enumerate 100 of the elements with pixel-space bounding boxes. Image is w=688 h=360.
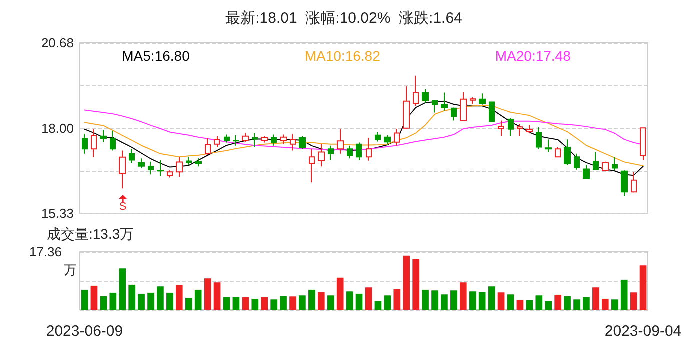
candlestick <box>366 137 372 162</box>
bar <box>460 282 467 310</box>
chart-title: 成交量:13.3万 <box>47 226 134 242</box>
bar <box>214 282 221 310</box>
x-tick-label: 2023-09-04 <box>604 323 682 340</box>
candlestick <box>384 134 391 145</box>
y-tick-label: 20.68 <box>41 36 74 50</box>
line-series <box>84 105 644 167</box>
bar <box>384 296 392 310</box>
bar <box>365 288 372 310</box>
annotation: S <box>119 201 127 213</box>
y-tick-label: 17.36 <box>29 244 62 260</box>
bar <box>441 294 448 310</box>
candlestick <box>508 118 514 137</box>
bar <box>488 286 496 310</box>
candlestick <box>422 89 429 104</box>
bar <box>602 298 609 310</box>
candlestick <box>176 156 183 178</box>
y-tick-label: 18.00 <box>41 120 74 136</box>
bar <box>545 301 552 310</box>
line-series <box>84 100 644 176</box>
bar <box>176 285 183 310</box>
candlestick <box>337 128 344 154</box>
candlestick <box>242 132 249 143</box>
bar <box>327 296 334 310</box>
bar <box>516 300 524 310</box>
candlestick <box>432 100 438 114</box>
candlestick <box>129 148 135 164</box>
candlestick <box>526 124 533 134</box>
candlestick <box>224 134 230 144</box>
bar <box>356 294 363 310</box>
bar <box>611 300 618 310</box>
bar <box>270 300 278 310</box>
bar <box>242 297 250 310</box>
candlestick <box>470 96 476 105</box>
bar <box>290 296 296 310</box>
bar <box>574 300 580 310</box>
candlestick <box>138 158 145 169</box>
candlestick <box>299 136 306 150</box>
bar <box>223 297 230 310</box>
candlestick <box>318 144 325 168</box>
bar <box>412 259 420 310</box>
x-tick-label: 2023-06-09 <box>46 323 124 340</box>
bar <box>119 268 126 310</box>
candlestick <box>564 139 571 166</box>
candlestick <box>157 160 164 177</box>
bar <box>138 294 145 310</box>
bar <box>157 286 164 310</box>
candlestick <box>621 170 628 196</box>
bar <box>185 298 192 310</box>
candlestick <box>82 134 88 154</box>
candlestick <box>460 92 467 122</box>
bar <box>128 284 136 310</box>
bar <box>620 280 628 310</box>
text: MA20:17.48 <box>495 48 572 64</box>
candlestick <box>375 132 381 142</box>
bar <box>110 292 117 310</box>
bar <box>422 290 429 310</box>
candlestick <box>290 134 296 152</box>
bar <box>204 278 212 310</box>
bar <box>394 289 401 310</box>
bar <box>100 296 108 310</box>
bar <box>90 286 98 310</box>
bar <box>507 294 514 310</box>
bar <box>194 290 202 310</box>
bar <box>432 290 438 310</box>
text: MA5:16.80 <box>122 48 190 64</box>
candlestick <box>536 126 542 150</box>
candlestick <box>347 145 353 160</box>
bar <box>498 292 505 310</box>
candlestick <box>498 120 504 137</box>
candlestick <box>119 150 126 190</box>
candlestick <box>271 134 277 146</box>
candlestick <box>195 158 202 168</box>
bar <box>592 288 600 310</box>
candlestick <box>356 142 362 161</box>
candlestick <box>574 153 580 170</box>
bar <box>166 292 174 310</box>
candlestick <box>517 124 523 137</box>
candlestick <box>479 93 486 106</box>
candlestick <box>489 101 495 123</box>
bar <box>148 292 154 310</box>
text: MA10:16.82 <box>304 48 381 64</box>
candlestick <box>100 130 107 143</box>
candlestick <box>451 107 457 122</box>
candlestick <box>545 139 552 153</box>
bar <box>308 290 316 310</box>
candlestick <box>403 86 410 130</box>
bar <box>583 297 590 310</box>
candlestick <box>328 145 334 161</box>
bar <box>280 296 287 310</box>
candlestick <box>593 152 599 170</box>
bar <box>526 300 534 310</box>
candlestick <box>205 137 211 156</box>
bar <box>374 301 382 310</box>
candlestick <box>261 136 268 144</box>
bar <box>252 298 259 310</box>
candlestick <box>148 161 154 176</box>
bar <box>450 290 458 310</box>
candlestick <box>640 128 646 161</box>
